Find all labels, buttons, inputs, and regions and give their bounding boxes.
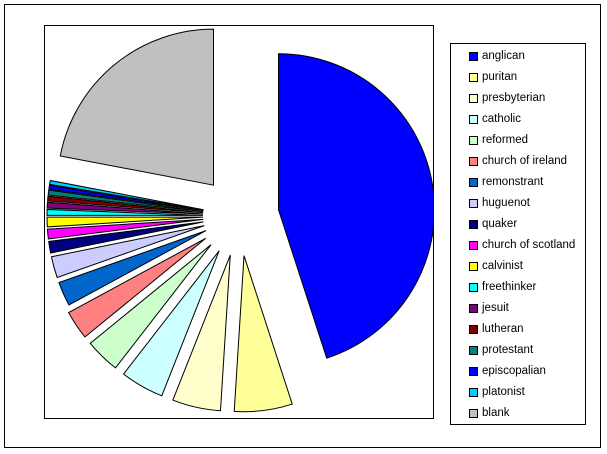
legend-swatch — [469, 115, 478, 124]
legend-swatch — [469, 73, 478, 82]
legend-item-anglican: anglican — [451, 49, 585, 65]
legend-item-platonist: platonist — [451, 385, 585, 401]
legend-label: calvinist — [482, 260, 523, 272]
legend-swatch — [469, 136, 478, 145]
plot-area — [44, 25, 434, 419]
legend-swatch — [469, 94, 478, 103]
legend-label: protestant — [482, 344, 534, 356]
legend-swatch — [469, 325, 478, 334]
pie-slice-calvinist — [46, 216, 204, 228]
pie-slice-presbyterian — [172, 254, 231, 412]
pie-slice-jesuit — [46, 201, 204, 215]
legend-item-freethinker: freethinker — [451, 280, 585, 296]
legend-swatch — [469, 283, 478, 292]
legend-item-episcopalian: episcopalian — [451, 364, 585, 380]
legend-swatch — [469, 241, 478, 250]
legend-label: huguenot — [482, 197, 530, 209]
legend-item-jesuit: jesuit — [451, 301, 585, 317]
legend-label: church of scotland — [482, 239, 576, 251]
chart-frame: anglican puritan presbyterian catholic refor… — [4, 4, 601, 448]
legend-swatch — [469, 409, 478, 418]
legend-label: church of ireland — [482, 155, 568, 167]
legend-item-huguenot: huguenot — [451, 196, 585, 212]
pie-slice-reformed — [89, 244, 212, 369]
pie-slice-anglican — [278, 53, 433, 359]
legend-swatch — [469, 346, 478, 355]
pie-slice-huguenot — [50, 225, 205, 279]
legend-label: jesuit — [482, 302, 509, 314]
legend-label: reformed — [482, 134, 529, 146]
pie-slice-church-of-scotland — [46, 218, 204, 240]
legend-label: platonist — [482, 386, 525, 398]
legend-swatch — [469, 367, 478, 376]
legend-label: anglican — [482, 50, 525, 62]
pie-slice-quaker — [48, 221, 204, 254]
legend-item-protestant: protestant — [451, 343, 585, 359]
legend-item-puritan: puritan — [451, 70, 585, 86]
legend-label: quaker — [482, 218, 518, 230]
pie-slice-lutheran — [47, 195, 204, 214]
legend-label: episcopalian — [482, 365, 546, 377]
legend: anglican puritan presbyterian catholic refor… — [450, 43, 586, 425]
legend-swatch — [469, 388, 478, 397]
legend-label: lutheran — [482, 323, 524, 335]
pie-slice-blank — [59, 28, 215, 186]
pie-slice-puritan — [233, 255, 293, 413]
legend-swatch — [469, 157, 478, 166]
pie-slice-platonist — [49, 179, 204, 211]
legend-label: blank — [482, 407, 510, 419]
legend-item-quaker: quaker — [451, 217, 585, 233]
legend-swatch — [469, 199, 478, 208]
legend-swatch — [469, 262, 478, 271]
legend-item-church-of-scotland: church of scotland — [451, 238, 585, 254]
pie-slice-catholic — [122, 250, 220, 397]
legend-label: catholic — [482, 113, 521, 125]
legend-item-blank: blank — [451, 406, 585, 422]
legend-label: remonstrant — [482, 176, 544, 188]
legend-swatch — [469, 304, 478, 313]
legend-label: puritan — [482, 71, 518, 83]
legend-item-presbyterian: presbyterian — [451, 91, 585, 107]
legend-item-calvinist: calvinist — [451, 259, 585, 275]
pie-slice-remonstrant — [58, 230, 207, 306]
pie-chart — [46, 28, 433, 413]
legend-item-reformed: reformed — [451, 133, 585, 149]
legend-label: freethinker — [482, 281, 537, 293]
pie-slice-protestant — [47, 189, 204, 213]
pie-slice-church-of-ireland — [67, 237, 207, 338]
pie-slice-episcopalian — [48, 184, 204, 212]
legend-label: presbyterian — [482, 92, 546, 104]
pie-slice-freethinker — [46, 208, 204, 216]
legend-item-remonstrant: remonstrant — [451, 175, 585, 191]
legend-swatch — [469, 220, 478, 229]
legend-swatch — [469, 52, 478, 61]
legend-item-church-of-ireland: church of ireland — [451, 154, 585, 170]
legend-item-catholic: catholic — [451, 112, 585, 128]
legend-item-lutheran: lutheran — [451, 322, 585, 338]
legend-swatch — [469, 178, 478, 187]
